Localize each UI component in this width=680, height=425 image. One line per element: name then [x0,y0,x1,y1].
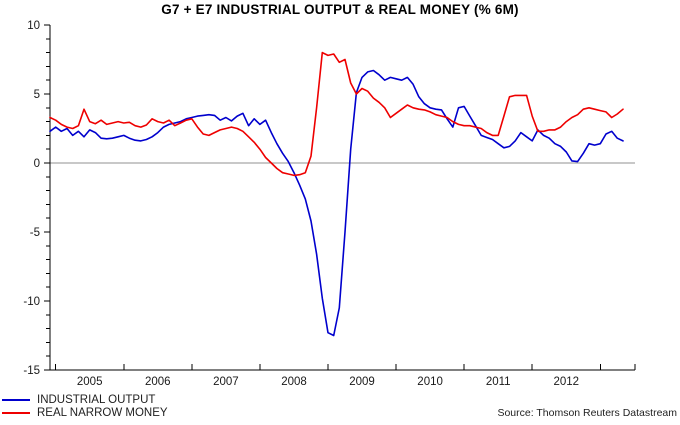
real-narrow-money-line-swatch [2,411,30,414]
chart-title: G7 + E7 INDUSTRIAL OUTPUT & REAL MONEY (… [161,2,519,17]
legend: INDUSTRIAL OUTPUT REAL NARROW MONEY [2,394,168,419]
x-tick-label: 2006 [145,376,171,388]
x-tick-label: 2010 [417,376,443,388]
industrial-output-line-swatch [2,399,30,402]
legend-label: INDUSTRIAL OUTPUT [37,394,156,407]
y-tick-label: -5 [30,227,40,239]
x-tick-label: 2011 [486,376,511,388]
legend-item-real-narrow-money: REAL NARROW MONEY [2,407,168,420]
legend-item-industrial-output: INDUSTRIAL OUTPUT [2,394,168,407]
legend-label: REAL NARROW MONEY [37,406,168,419]
y-tick-label: 5 [34,89,40,101]
x-tick-label: 2012 [554,376,580,388]
x-tick-label: 2005 [77,376,103,388]
y-tick-label: -10 [23,296,40,308]
y-tick-label: -15 [23,365,40,377]
x-tick-label: 2007 [213,376,239,388]
x-tick-label: 2009 [349,376,375,388]
series-industrial-output [49,69,624,337]
series-real-narrow-money [49,51,624,177]
x-tick-label: 2008 [281,376,307,388]
source-note: Source: Thomson Reuters Datastream [497,407,677,419]
y-tick-label: 10 [27,20,40,32]
y-tick-label: 0 [34,158,40,170]
